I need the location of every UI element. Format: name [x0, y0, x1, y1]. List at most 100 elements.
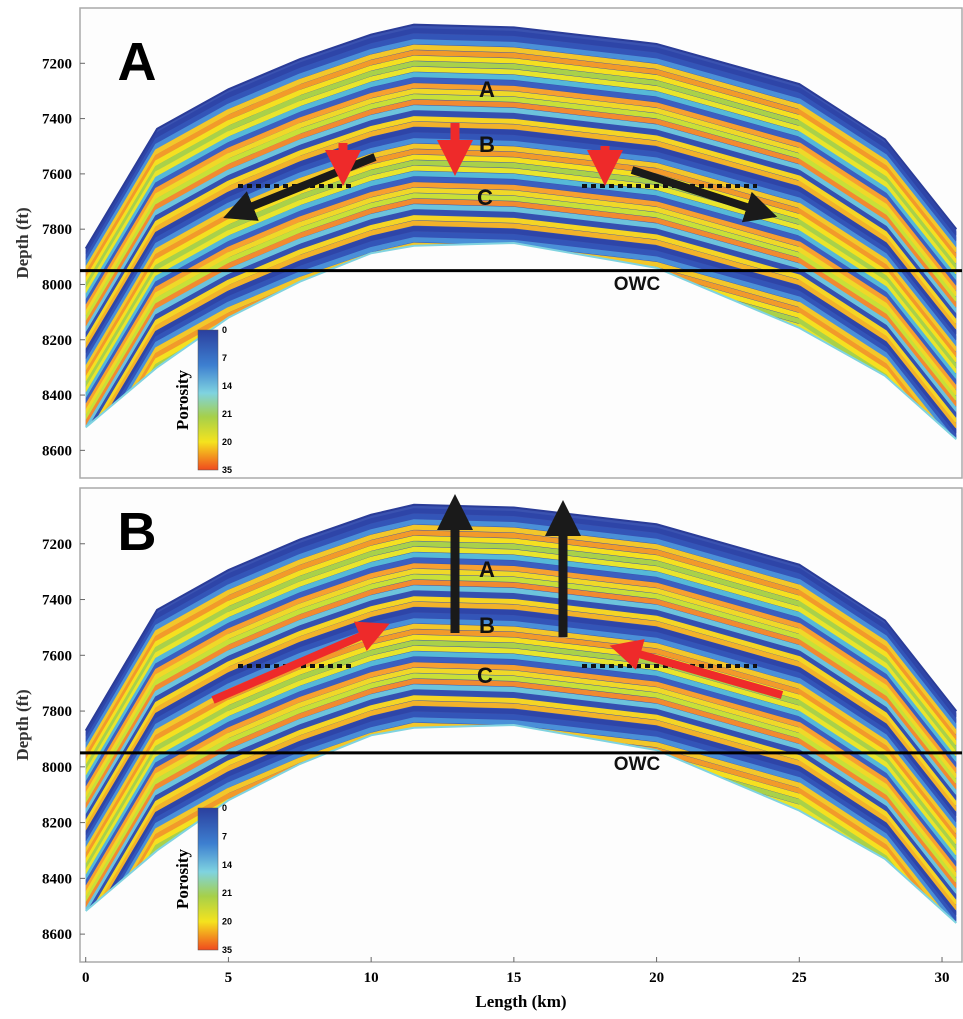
y-tick-label: 8200	[42, 816, 72, 832]
layer-stripe	[85, 121, 957, 350]
y-tick-label: 8600	[42, 927, 72, 943]
y-tick-label: 7600	[42, 648, 72, 664]
y-tick-label: 8000	[42, 277, 72, 293]
layer-stripe	[85, 524, 957, 755]
y-tick-label: 8200	[42, 333, 72, 349]
layer-stripe	[85, 585, 957, 815]
layer-stripe	[85, 204, 957, 432]
panel-label: A	[118, 32, 157, 92]
layer-stripe	[85, 50, 957, 278]
colorbar-title: Porosity	[173, 369, 192, 430]
y-tick-label: 7800	[42, 704, 72, 720]
layer-stripe	[85, 552, 957, 782]
colorbar-tick-label: 14	[222, 381, 232, 391]
layer-stripe	[85, 160, 957, 388]
colorbar	[197, 329, 219, 471]
layer-stripe	[85, 656, 957, 887]
colorbar-title: Porosity	[173, 848, 192, 909]
layer-stripe	[85, 39, 957, 267]
y-tick-label: 8400	[42, 871, 72, 887]
layer-stripe	[85, 220, 957, 440]
section-top	[84, 23, 958, 250]
layer-stripe	[85, 77, 957, 306]
annotation-arrows	[211, 123, 784, 704]
y-tick-label: 8000	[42, 760, 72, 776]
annotation: B	[479, 132, 495, 157]
layer-stripe	[85, 154, 957, 383]
layer-stripe	[85, 171, 957, 399]
layer-stripe	[85, 667, 957, 898]
x-tick-label: 30	[935, 970, 950, 986]
y-tick-label: 7200	[42, 56, 72, 72]
layer-stripe	[85, 530, 957, 760]
y-tick-label: 7200	[42, 537, 72, 553]
layer-stripe	[85, 198, 957, 427]
y-axis-label: Depth (ft)	[13, 689, 32, 760]
layer-stripe	[85, 61, 957, 289]
layer-stripe	[85, 618, 957, 848]
y-tick-label: 7400	[42, 593, 72, 609]
layer-stripe	[85, 94, 957, 322]
layer-stripe	[85, 684, 957, 914]
layer-stripe	[85, 237, 957, 440]
layer-stripe	[85, 209, 957, 438]
layer-stripe	[85, 231, 957, 440]
layer-stripe	[85, 132, 957, 361]
arrow	[630, 166, 778, 223]
y-axis-label: Depth (ft)	[13, 207, 32, 278]
layer-stripe	[85, 138, 957, 366]
layer-stripe	[85, 33, 957, 262]
layer-stripe	[85, 519, 957, 749]
layer-stripe	[85, 226, 957, 440]
layer-stripe	[85, 116, 957, 344]
colorbar-tick-label: 0	[222, 325, 227, 335]
layer-stripe	[85, 634, 957, 865]
layer-stripe	[85, 66, 957, 295]
layer-stripe	[85, 215, 957, 440]
layer-stripe	[85, 508, 957, 738]
layer-stripe	[85, 149, 957, 377]
colorbar-tick-label: 14	[222, 860, 232, 870]
annotation: OWC	[614, 274, 661, 295]
layer-stripe	[85, 193, 957, 421]
layer-stripe	[85, 127, 957, 355]
arrow	[211, 621, 390, 704]
layer-stripe	[85, 607, 957, 837]
colorbar-tick-label: 7	[222, 353, 227, 363]
layer-stripe	[85, 110, 957, 339]
layer-stripe	[85, 187, 957, 416]
x-axis-label: Length (km)	[475, 992, 566, 1011]
layer-stripe	[85, 662, 957, 892]
layer-stripe	[85, 706, 957, 923]
colorbar-tick-label: 21	[222, 888, 232, 898]
layer-stripe	[85, 678, 957, 909]
layer-stripe	[85, 55, 957, 284]
layer-stripe	[85, 28, 957, 256]
layer-stripe	[85, 722, 957, 923]
layer-stripe	[85, 563, 957, 793]
panel-label: B	[118, 502, 157, 562]
x-tick-label: 0	[82, 970, 90, 986]
colorbar-tick-label: 21	[222, 409, 232, 419]
x-tick-label: 20	[649, 970, 664, 986]
y-tick-label: 7600	[42, 167, 72, 183]
layer-stripe	[85, 72, 957, 300]
layer-stripe	[85, 645, 957, 876]
layer-stripe	[85, 629, 957, 859]
section-top	[84, 503, 958, 732]
x-tick-label: 10	[364, 970, 379, 986]
layer-stripe	[85, 711, 957, 923]
colorbar-tick-label: 7	[222, 831, 227, 841]
layer-stripe	[85, 601, 957, 832]
colorbar-tick-label: 20	[222, 917, 232, 927]
layer-stripe	[85, 83, 957, 311]
layer-stripe	[85, 640, 957, 870]
layer-stripe	[85, 557, 957, 788]
layer-stripe	[85, 541, 957, 771]
layer-stripe	[85, 689, 957, 920]
colorbar-tick-label: 0	[222, 803, 227, 813]
layer-stripe	[85, 574, 957, 804]
layer-stripe	[85, 535, 957, 766]
